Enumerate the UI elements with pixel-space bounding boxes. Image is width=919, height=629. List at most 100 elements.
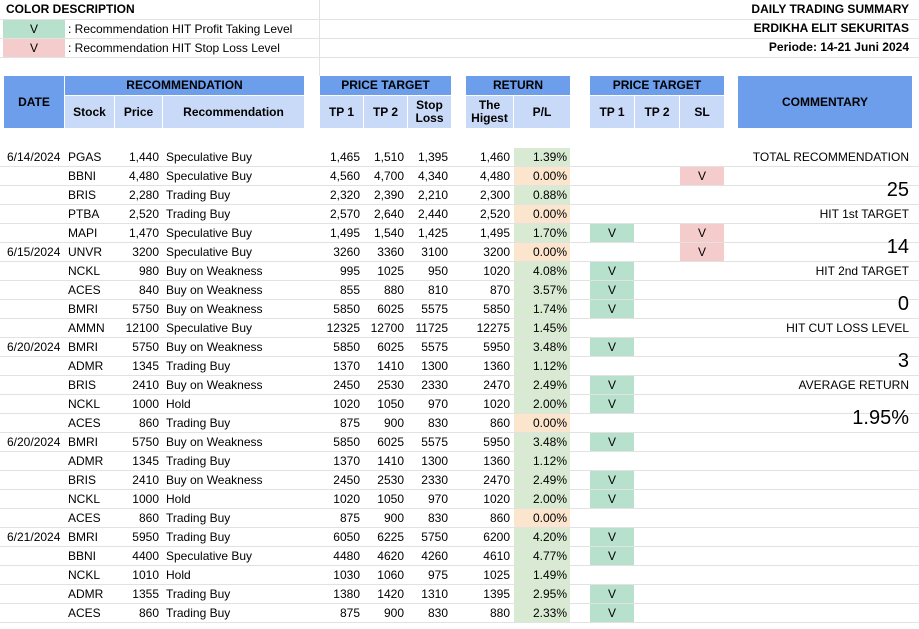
cell-date [4,490,64,509]
cell-tp1: 3260 [333,245,360,259]
cell-tp2: 1,540 [373,226,404,240]
cell-hit-tp1: V [590,528,634,546]
gridline [0,166,919,167]
commentary-cut-value: 3 [897,350,909,372]
cell-stock: ACES [68,283,101,297]
cell-hit-sl [680,528,724,547]
cell-hit-sl: V [680,243,724,261]
cell-price: 860 [138,606,159,620]
cell-hit-tp1: V [590,547,634,565]
cell-stock: ADMR [68,359,104,373]
cell-hit-tp1: V [590,300,634,318]
cell-date [4,376,64,395]
cell-stop-loss: 830 [427,511,448,525]
cell-hit-sl [680,509,724,528]
cell-highest: 870 [489,283,510,297]
cell-tp2: 880 [383,283,404,297]
cell-hit-tp2 [635,376,679,395]
cell-tp2: 1050 [377,492,404,506]
cell-stock: UNVR [68,245,103,259]
commentary-total-value: 25 [886,179,909,201]
gridline [0,622,919,623]
cell-tp1: 5850 [333,302,360,316]
cell-tp1: 1020 [333,492,360,506]
cell-pl: 1.45% [514,319,570,337]
cell-recommendation: Hold [166,492,191,506]
cell-date [4,452,64,471]
cell-hit-tp1: V [590,490,634,508]
commentary-hit2-label: HIT 2nd TARGET [815,264,909,278]
cell-hit-sl [680,490,724,509]
cell-stop-loss: 11725 [415,321,448,335]
cell-stop-loss: 1310 [421,587,448,601]
cell-highest: 5950 [483,435,510,449]
cell-price: 2,280 [128,188,159,202]
cell-hit-tp2 [635,414,679,433]
cell-pl: 2.33% [514,604,570,622]
cell-date [4,224,64,243]
cell-tp1: 2450 [333,473,360,487]
cell-highest: 1020 [483,264,510,278]
cell-stop-loss: 5575 [421,435,448,449]
cell-pl: 4.77% [514,547,570,565]
legend-profit-marker: V [3,20,65,38]
cell-hit-sl [680,186,724,205]
cell-highest: 4610 [483,549,510,563]
gridline [0,318,919,319]
cell-date [4,471,64,490]
cell-price: 5950 [132,530,159,544]
gridline [0,19,919,20]
cell-pl: 1.70% [514,224,570,242]
cell-hit-tp1: V [590,338,634,356]
header-tp2: TP 2 [364,96,407,128]
cell-stop-loss: 970 [427,492,448,506]
cell-hit-tp1 [590,243,634,262]
cell-date: 6/20/2024 [7,435,61,449]
cell-tp2: 6225 [377,530,404,544]
cell-hit-tp2 [635,224,679,243]
cell-hit-tp1 [590,167,634,186]
header-recommendation: Recommendation [163,96,304,128]
cell-hit-sl [680,357,724,376]
cell-pl: 0.88% [514,186,570,204]
gridline [0,242,919,243]
cell-price: 5750 [132,340,159,354]
cell-hit-tp2 [635,490,679,509]
gridline [0,527,919,528]
cell-recommendation: Buy on Weakness [166,473,263,487]
cell-stock: BMRI [68,530,98,544]
cell-tp1: 855 [339,283,360,297]
cell-recommendation: Speculative Buy [166,245,253,259]
gridline [0,57,919,58]
cell-highest: 860 [489,511,510,525]
cell-price: 1000 [132,397,159,411]
cell-stock: PTBA [68,207,100,221]
cell-stock: BBNI [68,169,97,183]
gridline [0,337,919,338]
cell-stock: NCKL [68,568,101,582]
cell-recommendation: Trading Buy [166,207,231,221]
header-price: Price [115,96,162,128]
cell-tp1: 995 [339,264,360,278]
cell-pl: 2.00% [514,490,570,508]
cell-tp1: 5850 [333,340,360,354]
cell-price: 12100 [125,321,159,335]
cell-pl: 1.12% [514,452,570,470]
cell-price: 860 [138,511,159,525]
cell-hit-sl [680,338,724,357]
cell-hit-tp2 [635,319,679,338]
cell-tp2: 1060 [377,568,404,582]
cell-highest: 1395 [483,587,510,601]
cell-tp2: 6025 [377,302,404,316]
cell-hit-sl [680,566,724,585]
cell-pl: 0.00% [514,414,570,432]
report-period: Periode: 14-21 Juni 2024 [768,40,909,54]
cell-tp1: 1,495 [329,226,360,240]
cell-stock: AMMN [68,321,105,335]
cell-tp2: 900 [383,511,404,525]
cell-tp1: 1380 [333,587,360,601]
cell-hit-sl [680,395,724,414]
header-return-group: RETURN [466,76,570,95]
cell-hit-sl [680,300,724,319]
cell-highest: 1020 [483,492,510,506]
